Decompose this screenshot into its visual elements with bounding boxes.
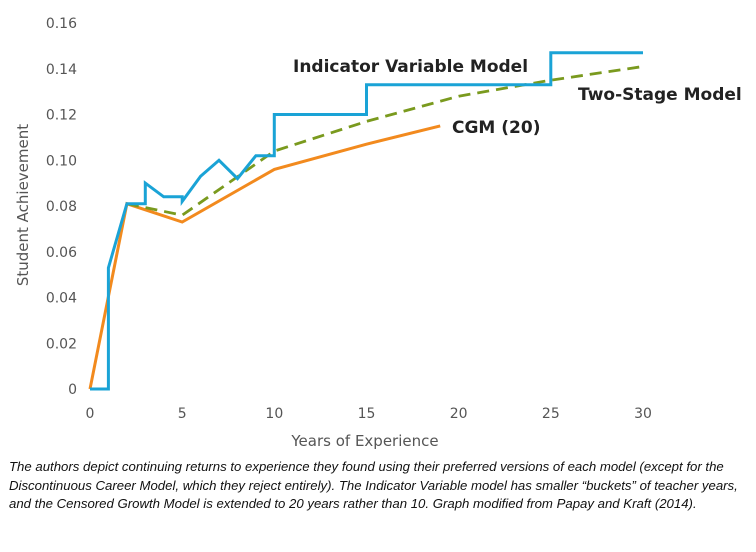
y-tick-label: 0.10 <box>46 153 77 169</box>
y-axis-ticks: 0 0.02 0.04 0.06 0.08 0.10 0.12 0.14 0.16 <box>46 16 77 398</box>
x-tick-label: 20 <box>450 406 468 422</box>
y-axis-title: Student Achievement <box>14 124 32 286</box>
series-labels: Indicator Variable Model Two-Stage Model C… <box>293 57 742 138</box>
x-tick-label: 15 <box>358 406 376 422</box>
y-tick-label: 0.04 <box>46 291 77 307</box>
y-tick-label: 0.12 <box>46 108 77 124</box>
y-tick-label: 0.08 <box>46 199 77 215</box>
x-axis-ticks: 0 5 10 15 20 25 30 <box>86 406 652 422</box>
x-tick-label: 30 <box>634 406 652 422</box>
x-tick-label: 25 <box>542 406 560 422</box>
y-tick-label: 0.02 <box>46 336 77 352</box>
x-tick-label: 0 <box>86 406 95 422</box>
series-line-0 <box>90 51 643 391</box>
x-tick-label: 5 <box>178 406 187 422</box>
series-label: Indicator Variable Model <box>293 57 528 77</box>
series-label: Two-Stage Model <box>578 85 742 105</box>
x-axis-title: Years of Experience <box>290 432 438 450</box>
series-label: CGM (20) <box>452 118 540 138</box>
series-line-2 <box>88 124 441 390</box>
y-tick-label: 0 <box>68 382 77 398</box>
figure-caption: The authors depict continuing returns to… <box>9 459 738 511</box>
y-tick-label: 0.06 <box>46 245 77 261</box>
x-tick-label: 10 <box>265 406 283 422</box>
y-tick-label: 0.14 <box>46 62 77 78</box>
series-lines <box>88 51 644 391</box>
experience-returns-chart: 0 0.02 0.04 0.06 0.08 0.10 0.12 0.14 0.16 0 5 10 15… <box>14 16 742 450</box>
y-tick-label: 0.16 <box>46 16 77 32</box>
